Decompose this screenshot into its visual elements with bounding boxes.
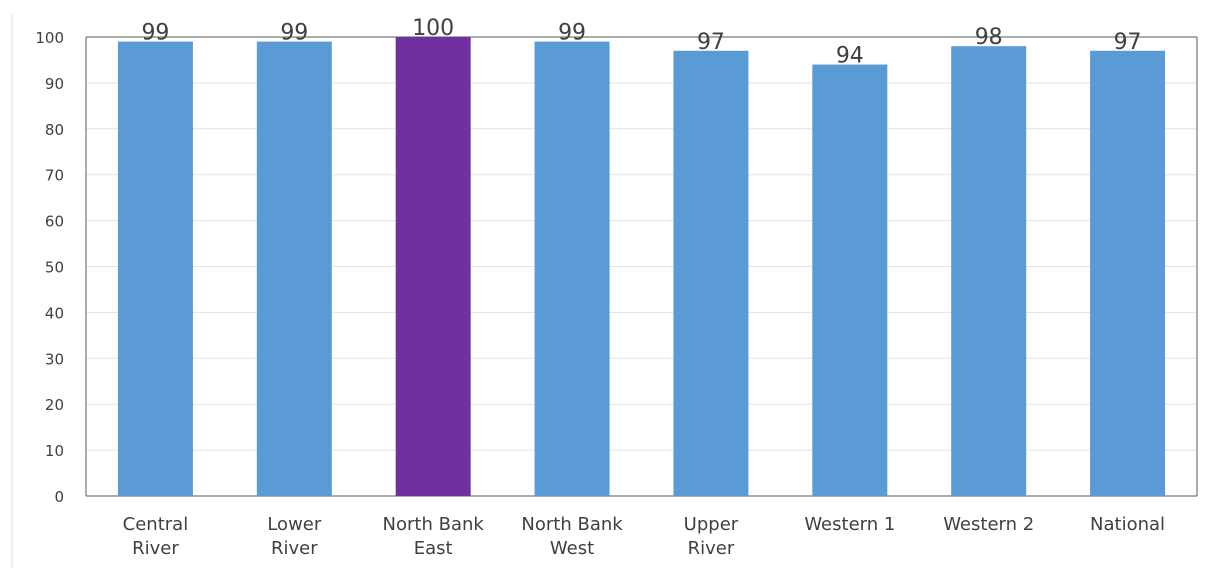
x-tick-label: Lower xyxy=(267,514,322,535)
x-axis-tick-labels: Central River Lower River North Bank East Nort… xyxy=(123,514,1165,559)
y-tick-label: 40 xyxy=(45,304,64,322)
bar xyxy=(951,46,1027,497)
x-tick-label: North Bank xyxy=(521,514,623,535)
data-label: 99 xyxy=(558,21,586,46)
data-labels: 99 99 100 99 97 94 98 97 xyxy=(141,16,1141,69)
bar xyxy=(534,41,610,497)
bar xyxy=(673,50,749,497)
x-tick-label: River xyxy=(271,538,318,559)
bar xyxy=(1090,50,1166,497)
y-tick-label: 30 xyxy=(45,350,64,368)
x-tick-label: Central xyxy=(123,514,189,535)
x-tick-label: Upper xyxy=(684,514,739,535)
x-tick-label: National xyxy=(1090,514,1165,535)
bars xyxy=(117,37,1166,497)
y-tick-label: 20 xyxy=(45,396,64,414)
y-tick-label: 100 xyxy=(35,29,64,47)
x-tick-label: West xyxy=(550,538,594,559)
bar xyxy=(117,41,193,497)
data-label: 98 xyxy=(975,25,1003,50)
data-label: 97 xyxy=(697,30,725,55)
bar xyxy=(256,41,332,497)
y-tick-label: 90 xyxy=(45,75,64,93)
y-tick-label: 70 xyxy=(45,167,64,185)
y-axis-tick-labels: 0 10 20 30 40 50 60 70 80 90 100 xyxy=(35,29,64,506)
y-tick-label: 60 xyxy=(45,213,64,231)
y-tick-label: 50 xyxy=(45,259,64,277)
data-label: 99 xyxy=(141,21,169,46)
y-tick-label: 0 xyxy=(54,488,64,506)
x-tick-label: River xyxy=(132,538,179,559)
y-tick-label: 10 xyxy=(45,442,64,460)
x-tick-label: River xyxy=(688,538,735,559)
bar xyxy=(812,64,888,496)
x-tick-label: North Bank xyxy=(383,514,485,535)
data-label: 100 xyxy=(412,16,454,41)
x-tick-label: Western 2 xyxy=(943,514,1034,535)
data-label: 97 xyxy=(1114,30,1142,55)
data-label: 94 xyxy=(836,44,864,69)
data-label: 99 xyxy=(280,21,308,46)
x-tick-label: East xyxy=(414,538,453,559)
y-tick-label: 80 xyxy=(45,121,64,139)
x-tick-label: Western 1 xyxy=(804,514,895,535)
bar xyxy=(395,37,471,496)
